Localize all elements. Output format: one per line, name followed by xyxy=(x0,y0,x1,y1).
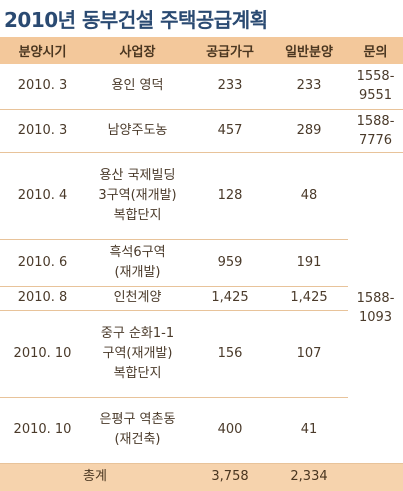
row-supply: 959 xyxy=(190,239,270,287)
header-contact: 문의 xyxy=(348,37,403,64)
total-supply: 3,758 xyxy=(190,463,270,491)
table-row: 2010. 3 용인 영덕 233 233 1558- 9551 xyxy=(0,64,403,110)
row-period: 2010. 8 xyxy=(0,286,85,311)
row-general: 107 xyxy=(270,310,348,398)
row-contact: 1558- 9551 xyxy=(348,64,403,110)
row-period: 2010. 4 xyxy=(0,152,85,240)
header-period: 분양시기 xyxy=(0,37,85,64)
row-site: 용산 국제빌딩 3구역(재개발) 복합단지 xyxy=(85,152,190,240)
table-row: 2010. 4 용산 국제빌딩 3구역(재개발) 복합단지 128 48 158… xyxy=(0,152,403,464)
row-site: 용인 영덕 xyxy=(85,64,190,110)
row-supply: 233 xyxy=(190,64,270,110)
row-period: 2010. 3 xyxy=(0,64,85,110)
total-general: 2,334 xyxy=(270,463,348,491)
row-period: 2010. 6 xyxy=(0,239,85,287)
total-contact-empty xyxy=(348,463,403,491)
header-general: 일반분양 xyxy=(270,37,348,64)
total-label: 총계 xyxy=(0,463,190,491)
row-general: 289 xyxy=(270,109,348,153)
header-site: 사업장 xyxy=(85,37,190,64)
table-row: 2010. 10 은평구 역촌동 (재건축) 400 41 xyxy=(0,397,403,464)
row-supply: 400 xyxy=(190,397,270,464)
table-row: 2010. 3 남양주도농 457 289 1588- 7776 xyxy=(0,109,403,153)
header-supply: 공급가구 xyxy=(190,37,270,64)
shared-contact: 1588- 1093 xyxy=(348,152,403,464)
row-general: 1,425 xyxy=(270,286,348,311)
row-period: 2010. 10 xyxy=(0,397,85,464)
row-site: 은평구 역촌동 (재건축) xyxy=(85,397,190,464)
table-row: 2010. 8 인천계양 1,425 1,425 xyxy=(0,286,403,311)
row-site: 중구 순화1-1 구역(재개발) 복합단지 xyxy=(85,310,190,398)
row-general: 41 xyxy=(270,397,348,464)
row-period: 2010. 3 xyxy=(0,109,85,153)
row-supply: 156 xyxy=(190,310,270,398)
row-supply: 128 xyxy=(190,152,270,240)
row-period: 2010. 10 xyxy=(0,310,85,398)
row-supply: 457 xyxy=(190,109,270,153)
table-header-row: 분양시기 사업장 공급가구 일반분양 문의 xyxy=(0,37,403,64)
row-site: 남양주도농 xyxy=(85,109,190,153)
row-general: 233 xyxy=(270,64,348,110)
page-title: 2010년 동부건설 주택공급계획 xyxy=(4,8,268,32)
row-general: 48 xyxy=(270,152,348,240)
total-row: 총계 3,758 2,334 xyxy=(0,463,403,491)
row-general: 191 xyxy=(270,239,348,287)
row-contact: 1588- 7776 xyxy=(348,109,403,153)
housing-supply-table: 분양시기 사업장 공급가구 일반분양 문의 2010. 3 용인 영덕 233 … xyxy=(0,37,403,491)
table-row: 2010. 10 중구 순화1-1 구역(재개발) 복합단지 156 107 xyxy=(0,310,403,398)
row-site: 인천계양 xyxy=(85,286,190,311)
table-row: 2010. 6 흑석6구역 (재개발) 959 191 xyxy=(0,239,403,287)
row-site: 흑석6구역 (재개발) xyxy=(85,239,190,287)
row-supply: 1,425 xyxy=(190,286,270,311)
